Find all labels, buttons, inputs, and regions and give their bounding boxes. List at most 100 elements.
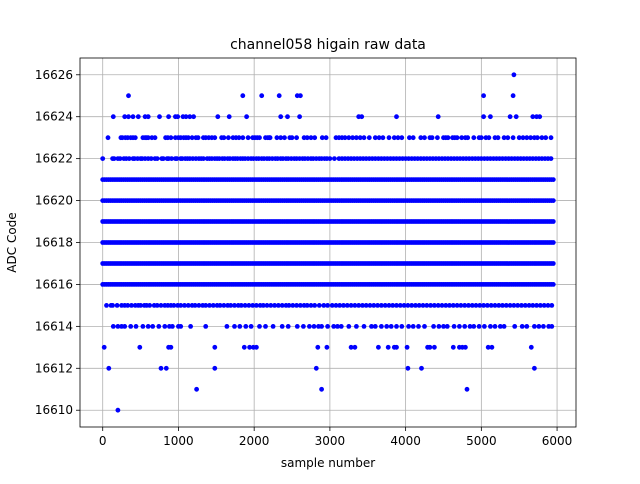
data-point [276, 93, 282, 99]
data-point [519, 303, 524, 308]
data-point [422, 324, 427, 329]
data-point [245, 135, 251, 141]
data-point [145, 135, 151, 141]
data-point [394, 344, 399, 350]
data-point [168, 344, 174, 350]
data-point [488, 114, 493, 120]
x-tick-label: 6000 [542, 434, 573, 448]
data-point [187, 114, 193, 120]
data-point [156, 324, 162, 329]
data-point [130, 114, 136, 120]
x-tick-label: 5000 [466, 434, 497, 448]
data-point [346, 324, 352, 329]
x-tick-label: 2000 [239, 434, 270, 448]
y-tick-label: 16620 [35, 194, 73, 208]
data-point [532, 365, 537, 371]
data-point [188, 324, 194, 329]
data-point [276, 303, 281, 308]
data-point [410, 324, 416, 329]
data-point [335, 324, 340, 329]
x-tick-label: 0 [99, 434, 107, 448]
data-point [450, 344, 456, 350]
data-point [201, 156, 206, 162]
data-point [361, 135, 367, 141]
data-point [534, 303, 539, 308]
data-point [138, 303, 144, 308]
data-point [110, 114, 116, 120]
data-point [369, 324, 374, 329]
data-point [405, 365, 411, 371]
data-point [519, 324, 525, 329]
data-point [203, 324, 209, 329]
data-point [140, 324, 146, 329]
data-point [431, 324, 436, 329]
data-point [357, 135, 363, 141]
data-point [539, 135, 545, 141]
y-tick-label: 16624 [35, 110, 73, 124]
data-point [445, 135, 451, 141]
data-point [240, 93, 246, 99]
data-point [298, 93, 303, 99]
data-point [228, 303, 234, 308]
y-tick-label: 16616 [35, 277, 73, 291]
chart-title: channel058 higain raw data [230, 37, 426, 53]
data-point [294, 324, 300, 329]
data-point [516, 135, 522, 141]
x-tick-label: 4000 [390, 434, 421, 448]
data-point [444, 324, 450, 329]
data-point [548, 156, 554, 162]
data-point [106, 365, 112, 371]
data-point [191, 114, 197, 120]
data-point [321, 303, 327, 308]
data-point [238, 303, 244, 308]
data-point [126, 114, 131, 120]
data-point [212, 135, 218, 141]
data-point [352, 303, 358, 308]
data-point [528, 135, 533, 141]
data-point [467, 324, 473, 329]
data-point [182, 303, 187, 308]
data-point [244, 114, 250, 120]
data-point [133, 324, 139, 329]
data-point [242, 303, 248, 308]
data-point [301, 324, 306, 329]
data-point [356, 303, 362, 308]
data-point [207, 303, 212, 308]
data-point [110, 324, 116, 329]
data-point [236, 135, 242, 141]
data-point [311, 324, 317, 329]
data-point [313, 365, 319, 371]
data-point [126, 156, 132, 162]
data-point [450, 303, 456, 308]
data-point [126, 93, 131, 99]
data-point [122, 324, 128, 329]
data-point [101, 344, 107, 350]
data-points [100, 72, 556, 413]
data-point [548, 135, 554, 141]
data-point [312, 135, 318, 141]
data-point [319, 386, 324, 392]
data-point [360, 303, 365, 308]
data-point [406, 324, 411, 329]
data-point [530, 303, 536, 308]
data-point [380, 135, 386, 141]
data-point [254, 303, 259, 308]
data-point [550, 261, 556, 266]
data-point [469, 303, 475, 308]
data-point [178, 303, 184, 308]
data-point [471, 324, 477, 329]
data-point [241, 344, 247, 350]
data-point [137, 344, 143, 350]
data-point [390, 303, 396, 308]
data-point [196, 303, 202, 308]
data-point [550, 282, 556, 287]
data-point [325, 324, 330, 329]
data-point [441, 324, 446, 329]
data-point [457, 324, 462, 329]
data-point [237, 324, 243, 329]
data-point [466, 303, 471, 308]
data-point [174, 156, 180, 162]
data-point [435, 114, 441, 120]
data-point [346, 135, 352, 141]
data-point [158, 303, 164, 308]
